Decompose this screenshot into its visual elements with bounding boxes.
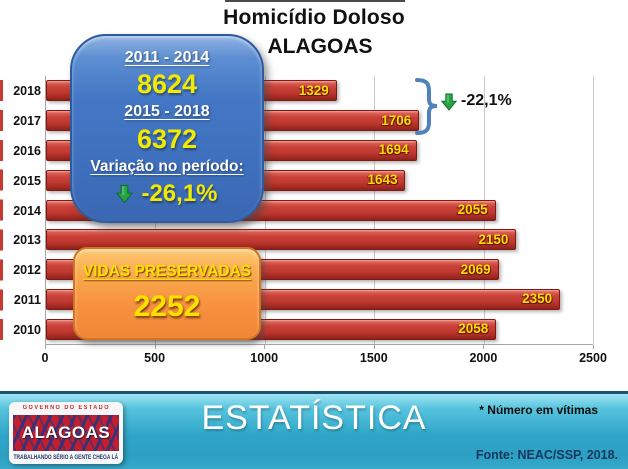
period1-label: 2011 - 2014 (124, 48, 210, 66)
lives-value: 2252 (133, 289, 201, 323)
y-label-2013: 2013 (13, 233, 41, 248)
y-label-2010: 2010 (13, 323, 41, 338)
logo-top-text: GOVERNO DO ESTADO (22, 405, 110, 411)
x-axis-tickmarks (45, 345, 594, 349)
period2-label: 2015 - 2018 (124, 103, 210, 121)
bar-2013: 2150 (46, 229, 517, 251)
period1-value: 8624 (136, 69, 198, 100)
bar-value-label: 1643 (367, 172, 398, 188)
lives-callout: VIDAS PRESERVADAS 2252 (73, 247, 261, 340)
x-label-2500: 2500 (579, 351, 607, 365)
y-label-2014: 2014 (13, 203, 41, 218)
x-axis-labels: 0 500 1000 1500 2000 2500 (41, 351, 607, 367)
footer-top-line (0, 391, 628, 394)
period2-value: 6372 (136, 123, 198, 154)
y-label-2016: 2016 (13, 143, 41, 158)
lives-label: VIDAS PRESERVADAS (82, 263, 252, 281)
x-label-0: 0 (41, 351, 49, 365)
bar-value-label: 1694 (378, 142, 409, 158)
top-crop-artifact (225, 0, 405, 2)
gridline-2500 (593, 76, 594, 344)
y-label-2012: 2012 (13, 263, 41, 278)
summary-callout: 2011 - 2014 8624 2015 - 2018 6372 Variaç… (70, 34, 264, 223)
x-label-500: 500 (144, 351, 166, 365)
bracket-icon (415, 78, 438, 135)
footer: ESTATÍSTICA * Número em vítimas Fonte: N… (0, 391, 628, 469)
title-block: Homicídio Doloso ALAGOAS (0, 6, 628, 59)
variation-value: -26,1% (141, 180, 218, 208)
delta-annotation: -22,1% (461, 92, 512, 109)
bar-value-label: 2069 (460, 261, 491, 277)
source-note: Fonte: NEAC/SSP, 2018. (475, 448, 618, 462)
y-label-2015: 2015 (13, 173, 41, 188)
y-axis-labels: 2018 2017 2016 2015 2014 2013 2012 2011 … (8, 76, 41, 345)
bar-row: 2150 (46, 225, 593, 255)
x-label-1500: 1500 (359, 351, 388, 365)
green-down-arrow-icon (441, 93, 457, 111)
logo-name: ALAGOAS (21, 423, 111, 442)
y-label-2017: 2017 (13, 113, 41, 128)
variation-label: Variação no período: (90, 157, 244, 175)
bar-value-label: 2350 (522, 291, 553, 307)
variation-row: -26,1% (116, 180, 218, 208)
x-label-2000: 2000 (469, 351, 498, 365)
y-label-2011: 2011 (13, 293, 41, 308)
green-down-arrow-icon (116, 185, 134, 204)
left-crop-artifact (0, 80, 3, 342)
unit-note: * Número em vítimas (479, 403, 598, 417)
banner-title: ESTATÍSTICA (201, 399, 427, 437)
alagoas-government-logo: GOVERNO DO ESTADO ALAGOAS TRABALHANDO SÉ… (9, 402, 123, 464)
bar-value-label: 2055 (457, 202, 488, 218)
bar-value-label: 1706 (381, 112, 412, 128)
logo-emblem: ALAGOAS (13, 415, 119, 451)
footer-band: ESTATÍSTICA * Número em vítimas Fonte: N… (0, 394, 628, 469)
y-label-2018: 2018 (13, 83, 41, 98)
bar-value-label: 1329 (298, 83, 329, 99)
page-subtitle: ALAGOAS (267, 35, 373, 58)
page-title: Homicídio Doloso (223, 6, 405, 29)
bar-value-label: 2150 (478, 231, 509, 247)
x-label-1000: 1000 (250, 351, 279, 365)
logo-slogan: TRABALHANDO SÉRIO A GENTE CHEGA LÁ (13, 455, 119, 461)
bar-value-label: 2058 (458, 321, 489, 337)
